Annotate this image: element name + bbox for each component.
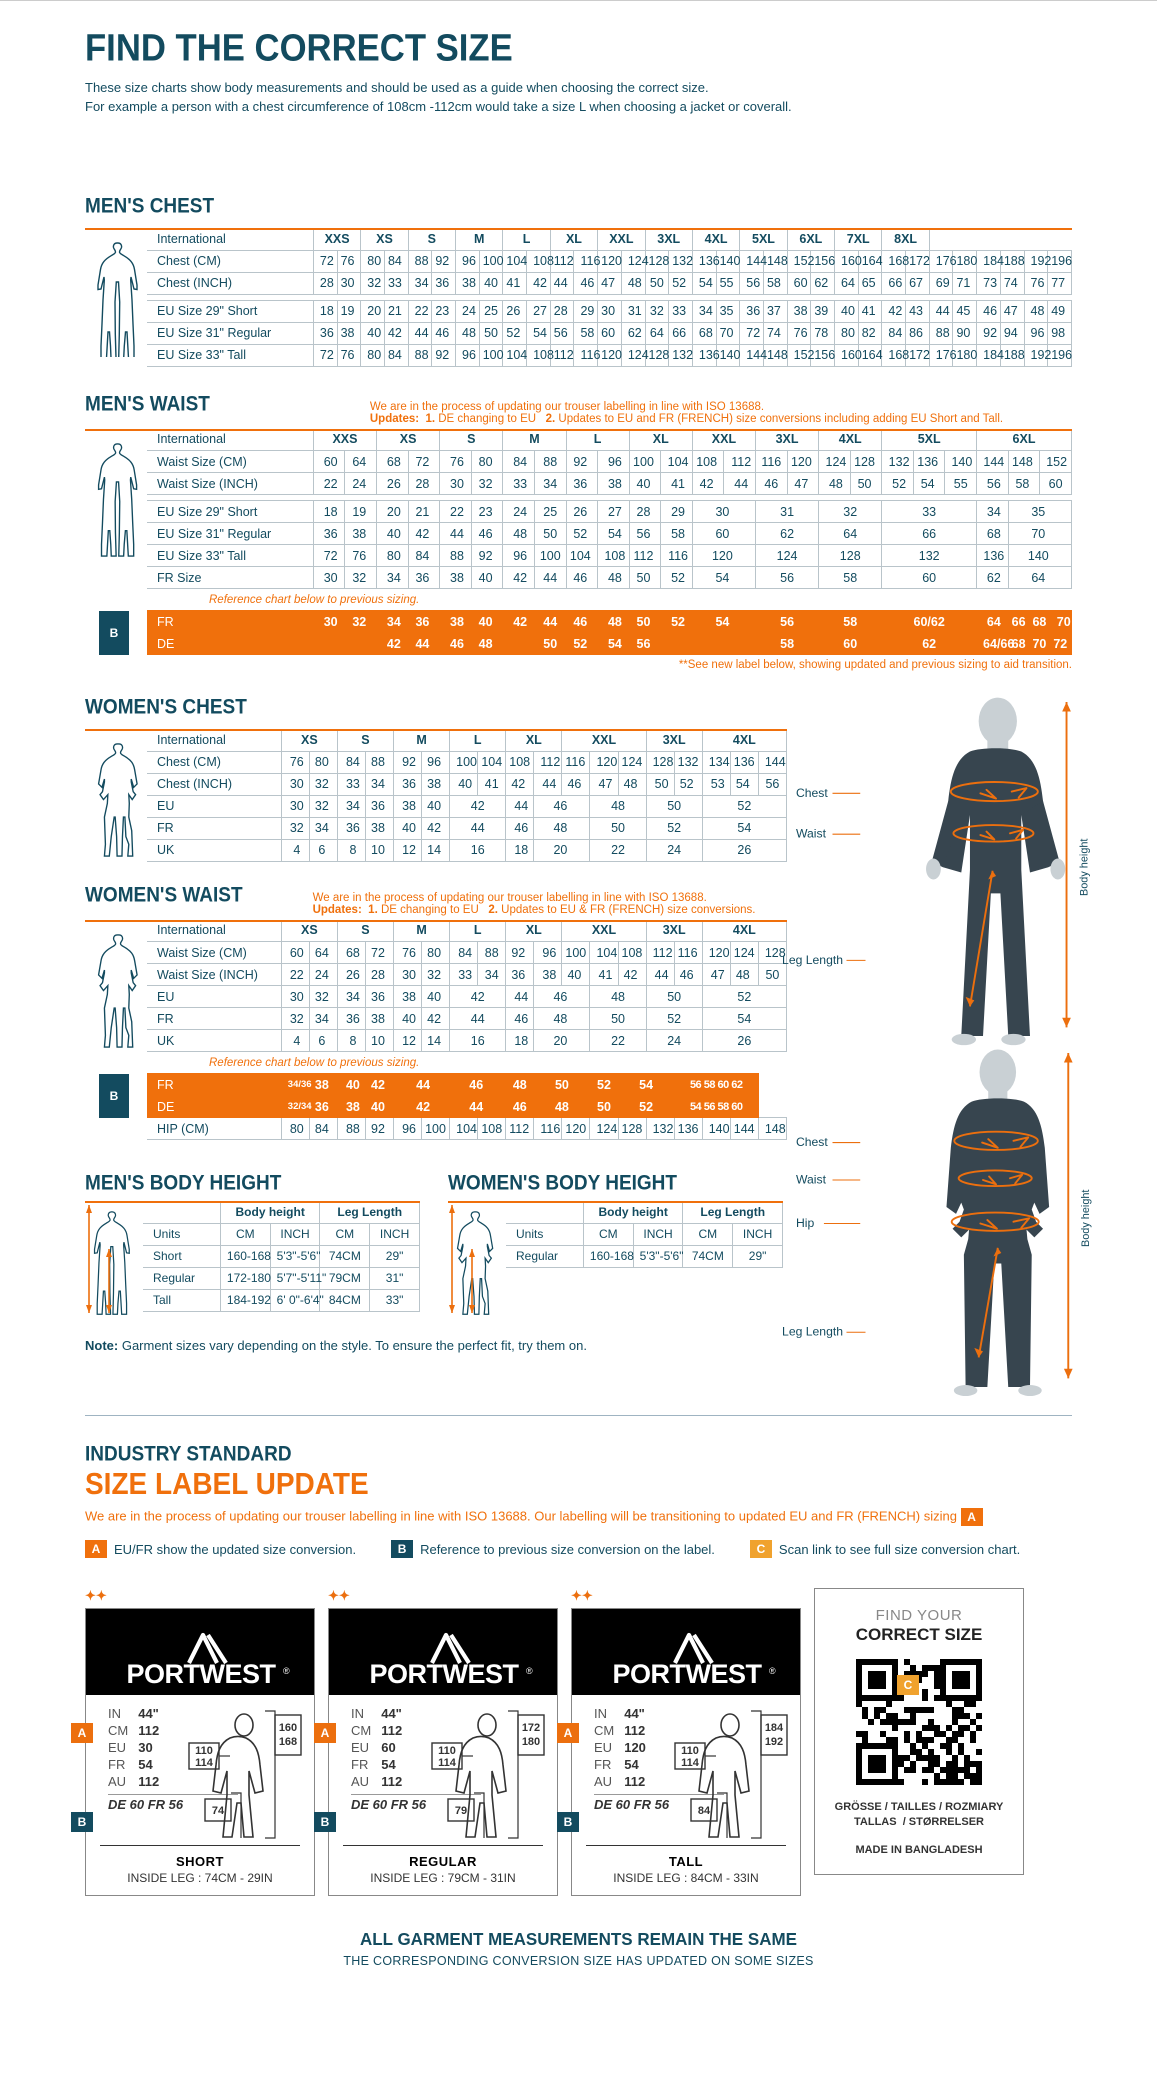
svg-text:79: 79 xyxy=(455,1805,467,1817)
svg-text:160: 160 xyxy=(279,1722,297,1734)
svg-text:PORTWEST: PORTWEST xyxy=(613,1659,763,1689)
svg-text:180: 180 xyxy=(522,1736,540,1748)
svg-text:®: ® xyxy=(283,1666,290,1676)
svg-text:®: ® xyxy=(769,1666,776,1676)
svg-text:114: 114 xyxy=(195,1757,214,1769)
svg-text:114: 114 xyxy=(681,1757,700,1769)
svg-text:74: 74 xyxy=(212,1805,225,1817)
svg-text:PORTWEST: PORTWEST xyxy=(127,1659,277,1689)
svg-text:110: 110 xyxy=(195,1745,213,1757)
svg-text:110: 110 xyxy=(681,1745,699,1757)
svg-text:®: ® xyxy=(526,1666,533,1676)
svg-text:114: 114 xyxy=(438,1757,457,1769)
svg-text:110: 110 xyxy=(438,1745,456,1757)
svg-text:168: 168 xyxy=(279,1736,297,1748)
svg-text:84: 84 xyxy=(698,1805,711,1817)
svg-text:PORTWEST: PORTWEST xyxy=(370,1659,520,1689)
svg-text:184: 184 xyxy=(765,1722,784,1734)
svg-text:172: 172 xyxy=(522,1722,540,1734)
svg-text:192: 192 xyxy=(765,1736,783,1748)
